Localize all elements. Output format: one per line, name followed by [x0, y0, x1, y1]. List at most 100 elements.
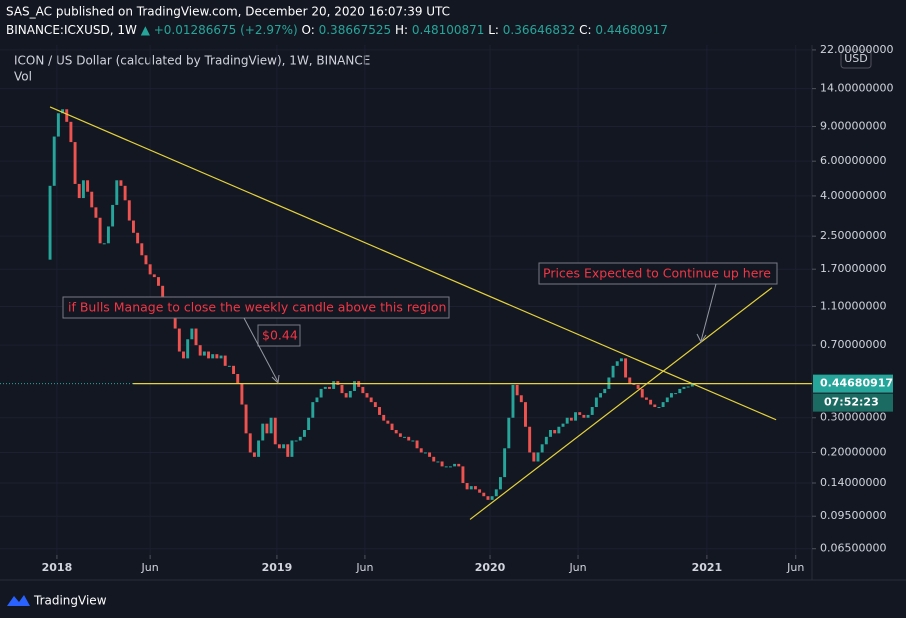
candle-body	[557, 426, 561, 434]
candle-body	[603, 388, 607, 394]
candle-body	[440, 461, 444, 467]
currency-button[interactable]	[840, 49, 872, 69]
currency[interactable]: USD	[844, 52, 868, 65]
candle-body	[536, 452, 540, 462]
arrow-head	[271, 374, 280, 385]
header-part: 0.44680917	[595, 23, 668, 37]
candle-body	[136, 232, 140, 244]
candle-body	[115, 180, 119, 205]
candle-body	[161, 285, 165, 300]
candle-body	[586, 414, 590, 418]
candle-body	[373, 402, 377, 408]
candle-body	[323, 386, 327, 389]
candle-body	[674, 393, 678, 395]
candle-body	[269, 417, 273, 434]
candle-body	[69, 121, 73, 143]
candle-body	[315, 397, 319, 403]
chart-title: ICON / US Dollar (calculated by TradingV…	[14, 54, 370, 68]
candle-body	[94, 207, 98, 218]
countdown: 07:52:23	[824, 396, 879, 409]
candle-body	[265, 423, 269, 434]
candle-body	[394, 429, 398, 434]
candle-body	[540, 444, 544, 453]
candle-body	[319, 388, 323, 398]
candle-body	[657, 407, 661, 409]
y-tick-label: 0.09500000	[820, 509, 886, 522]
y-tick-label: 1.70000000	[820, 262, 886, 275]
candle-body	[365, 393, 369, 398]
header-part: L:	[488, 23, 499, 37]
candle-body	[682, 386, 686, 389]
candle-body	[177, 328, 181, 352]
candle-body	[515, 384, 519, 396]
candle-body	[511, 384, 515, 418]
x-tick-label: Jun	[355, 561, 373, 574]
candle-body	[499, 477, 502, 490]
y-tick-label: 4.00000000	[820, 189, 886, 202]
candle-body	[348, 390, 352, 398]
y-tick-label: 22.00000000	[820, 43, 893, 56]
callout-text: Prices Expected to Continue up here	[543, 266, 771, 281]
candle-body	[665, 397, 669, 403]
candle-body	[223, 355, 227, 366]
candle-body	[273, 417, 277, 445]
y-tick-label: 2.50000000	[820, 229, 886, 242]
candle-body	[503, 448, 507, 478]
candle-body	[574, 412, 577, 421]
candle-body	[494, 489, 498, 497]
header-part: 0.38667525	[319, 23, 392, 37]
candle-body	[240, 383, 244, 405]
candle-body	[465, 483, 469, 490]
candle-body	[102, 243, 106, 245]
candle-body	[56, 113, 60, 137]
candle-body	[553, 429, 557, 434]
candle-body	[123, 185, 127, 201]
candle-body	[198, 345, 202, 356]
header-part: H:	[395, 23, 408, 37]
candle-body	[582, 414, 586, 418]
arrow	[700, 283, 717, 342]
candle-body	[131, 220, 135, 233]
header-part: ▲ +0.01286675 (+2.97%)	[141, 23, 298, 37]
published: SAS_AC published on TradingView.com, Dec…	[6, 5, 450, 19]
candle-body	[277, 444, 281, 449]
x-tick-label: Jun	[786, 561, 804, 574]
logo-icon	[7, 595, 30, 606]
subtitle: Vol	[14, 70, 32, 84]
candle-body	[261, 423, 265, 441]
logo: TradingView	[7, 594, 107, 608]
last-price-label: 0.44680917	[820, 377, 893, 390]
candle-body	[361, 386, 365, 394]
x-tick-label: 2021	[692, 561, 723, 574]
grid	[0, 45, 816, 555]
candle-body	[81, 180, 85, 199]
header-part: BINANCE:ICXUSD, 1W	[6, 23, 137, 37]
candle-body	[690, 383, 694, 387]
x-tick-label: 2020	[475, 561, 506, 574]
candle-body	[106, 226, 110, 244]
candle-body	[561, 423, 565, 427]
candle-body	[286, 444, 290, 457]
symbol: BINANCE:ICXUSD, 1W ▲ +0.01286675 (+2.97%…	[6, 23, 668, 37]
candle-body	[678, 388, 682, 394]
candle-body	[436, 461, 440, 463]
candle-body	[294, 440, 298, 442]
candle-body	[244, 404, 248, 434]
candle-body	[190, 328, 194, 340]
candle-body	[390, 423, 394, 430]
candle-body	[611, 365, 615, 378]
candle-body	[219, 355, 223, 359]
candle-body	[186, 339, 190, 359]
callout-box	[257, 324, 301, 347]
candle-body	[569, 417, 573, 421]
candle-body	[98, 217, 102, 244]
candle-body	[590, 407, 594, 415]
candle-body	[407, 436, 411, 441]
candle-body	[549, 429, 552, 437]
y-tick-label: 0.14000000	[820, 476, 886, 489]
candle-body	[628, 377, 632, 384]
callout-box	[538, 262, 778, 285]
candle-body	[615, 361, 619, 366]
candle-body	[152, 274, 156, 278]
